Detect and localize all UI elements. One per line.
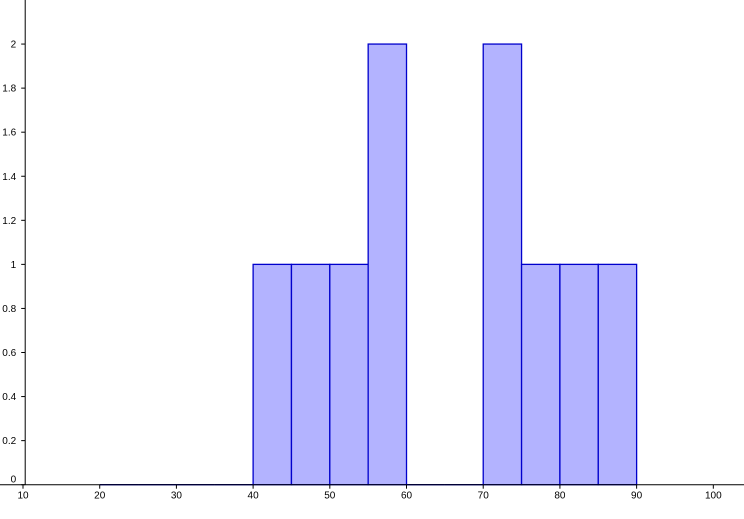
x-tick-label: 50 xyxy=(324,491,336,502)
y-tick-label: 0.4 xyxy=(2,392,16,403)
histogram-bar xyxy=(252,263,293,486)
x-tick-label: 30 xyxy=(171,491,183,502)
x-tick-label: 40 xyxy=(248,491,260,502)
y-axis-ticks: 0 0.2 0.4 0.6 0.8 1 1.2 1.4 1.6 1.8 2 xyxy=(2,40,26,486)
x-tick-label: 90 xyxy=(631,491,643,502)
y-tick-label: 1.2 xyxy=(2,216,16,227)
x-tick-label: 80 xyxy=(554,491,566,502)
y-tick-label: 1.8 xyxy=(2,84,16,95)
y-tick-label: 0.8 xyxy=(2,304,16,315)
histogram-bar xyxy=(597,263,638,486)
x-tick-label: 100 xyxy=(705,491,722,502)
histogram-bar xyxy=(559,263,599,486)
x-axis-ticks: 10 20 30 40 50 60 70 80 90 100 xyxy=(17,484,722,502)
x-tick-label: 70 xyxy=(478,491,490,502)
chart-axes xyxy=(0,0,744,486)
histogram-bar xyxy=(329,263,369,486)
histogram-bar xyxy=(367,43,408,486)
y-tick-label: 1 xyxy=(11,260,17,271)
y-tick-label: 1.6 xyxy=(2,128,16,139)
y-tick-label: 0.2 xyxy=(2,436,16,447)
x-tick-label: 10 xyxy=(17,491,29,502)
y-tick-label: 2 xyxy=(11,40,17,51)
histogram-bars xyxy=(99,43,638,486)
y-tick-label: 0 xyxy=(11,475,17,486)
x-tick-label: 20 xyxy=(94,491,106,502)
histogram-bar xyxy=(290,263,331,486)
histogram-bar xyxy=(520,263,561,486)
x-tick-label: 60 xyxy=(401,491,413,502)
y-tick-label: 1.4 xyxy=(2,172,16,183)
histogram-bar xyxy=(482,43,523,486)
y-tick-label: 0.6 xyxy=(2,348,16,359)
